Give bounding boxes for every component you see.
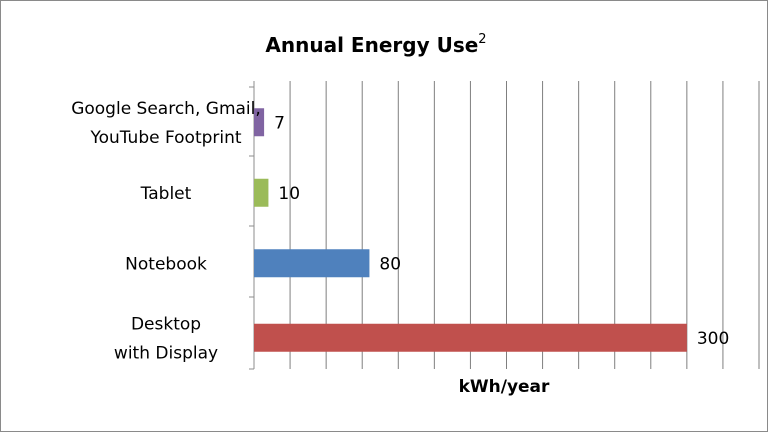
category-label: with Display — [114, 343, 218, 363]
bar — [254, 249, 370, 278]
bar — [254, 108, 265, 137]
data-labels: 7 10 80 300 — [274, 113, 729, 349]
bar — [254, 323, 687, 352]
category-label: Google Search, Gmail, — [71, 99, 261, 119]
chart-title-main: Annual Energy Use — [265, 33, 478, 57]
bars — [254, 108, 687, 352]
bar — [254, 178, 269, 207]
data-label: 300 — [697, 329, 729, 349]
x-axis-title: kWh/year — [459, 377, 550, 397]
category-label: Desktop — [131, 314, 201, 334]
category-label: Notebook — [125, 254, 207, 274]
chart-title: Annual Energy Use2 — [265, 32, 486, 57]
data-label: 10 — [278, 184, 300, 204]
chart-title-superscript: 2 — [478, 32, 486, 47]
data-label: 7 — [274, 113, 285, 133]
category-label: YouTube Footprint — [89, 128, 241, 148]
category-labels: Google Search, Gmail, YouTube Footprint Ta… — [71, 99, 261, 364]
category-label: Tablet — [140, 184, 192, 204]
data-label: 80 — [379, 254, 401, 274]
gridlines — [249, 81, 760, 370]
